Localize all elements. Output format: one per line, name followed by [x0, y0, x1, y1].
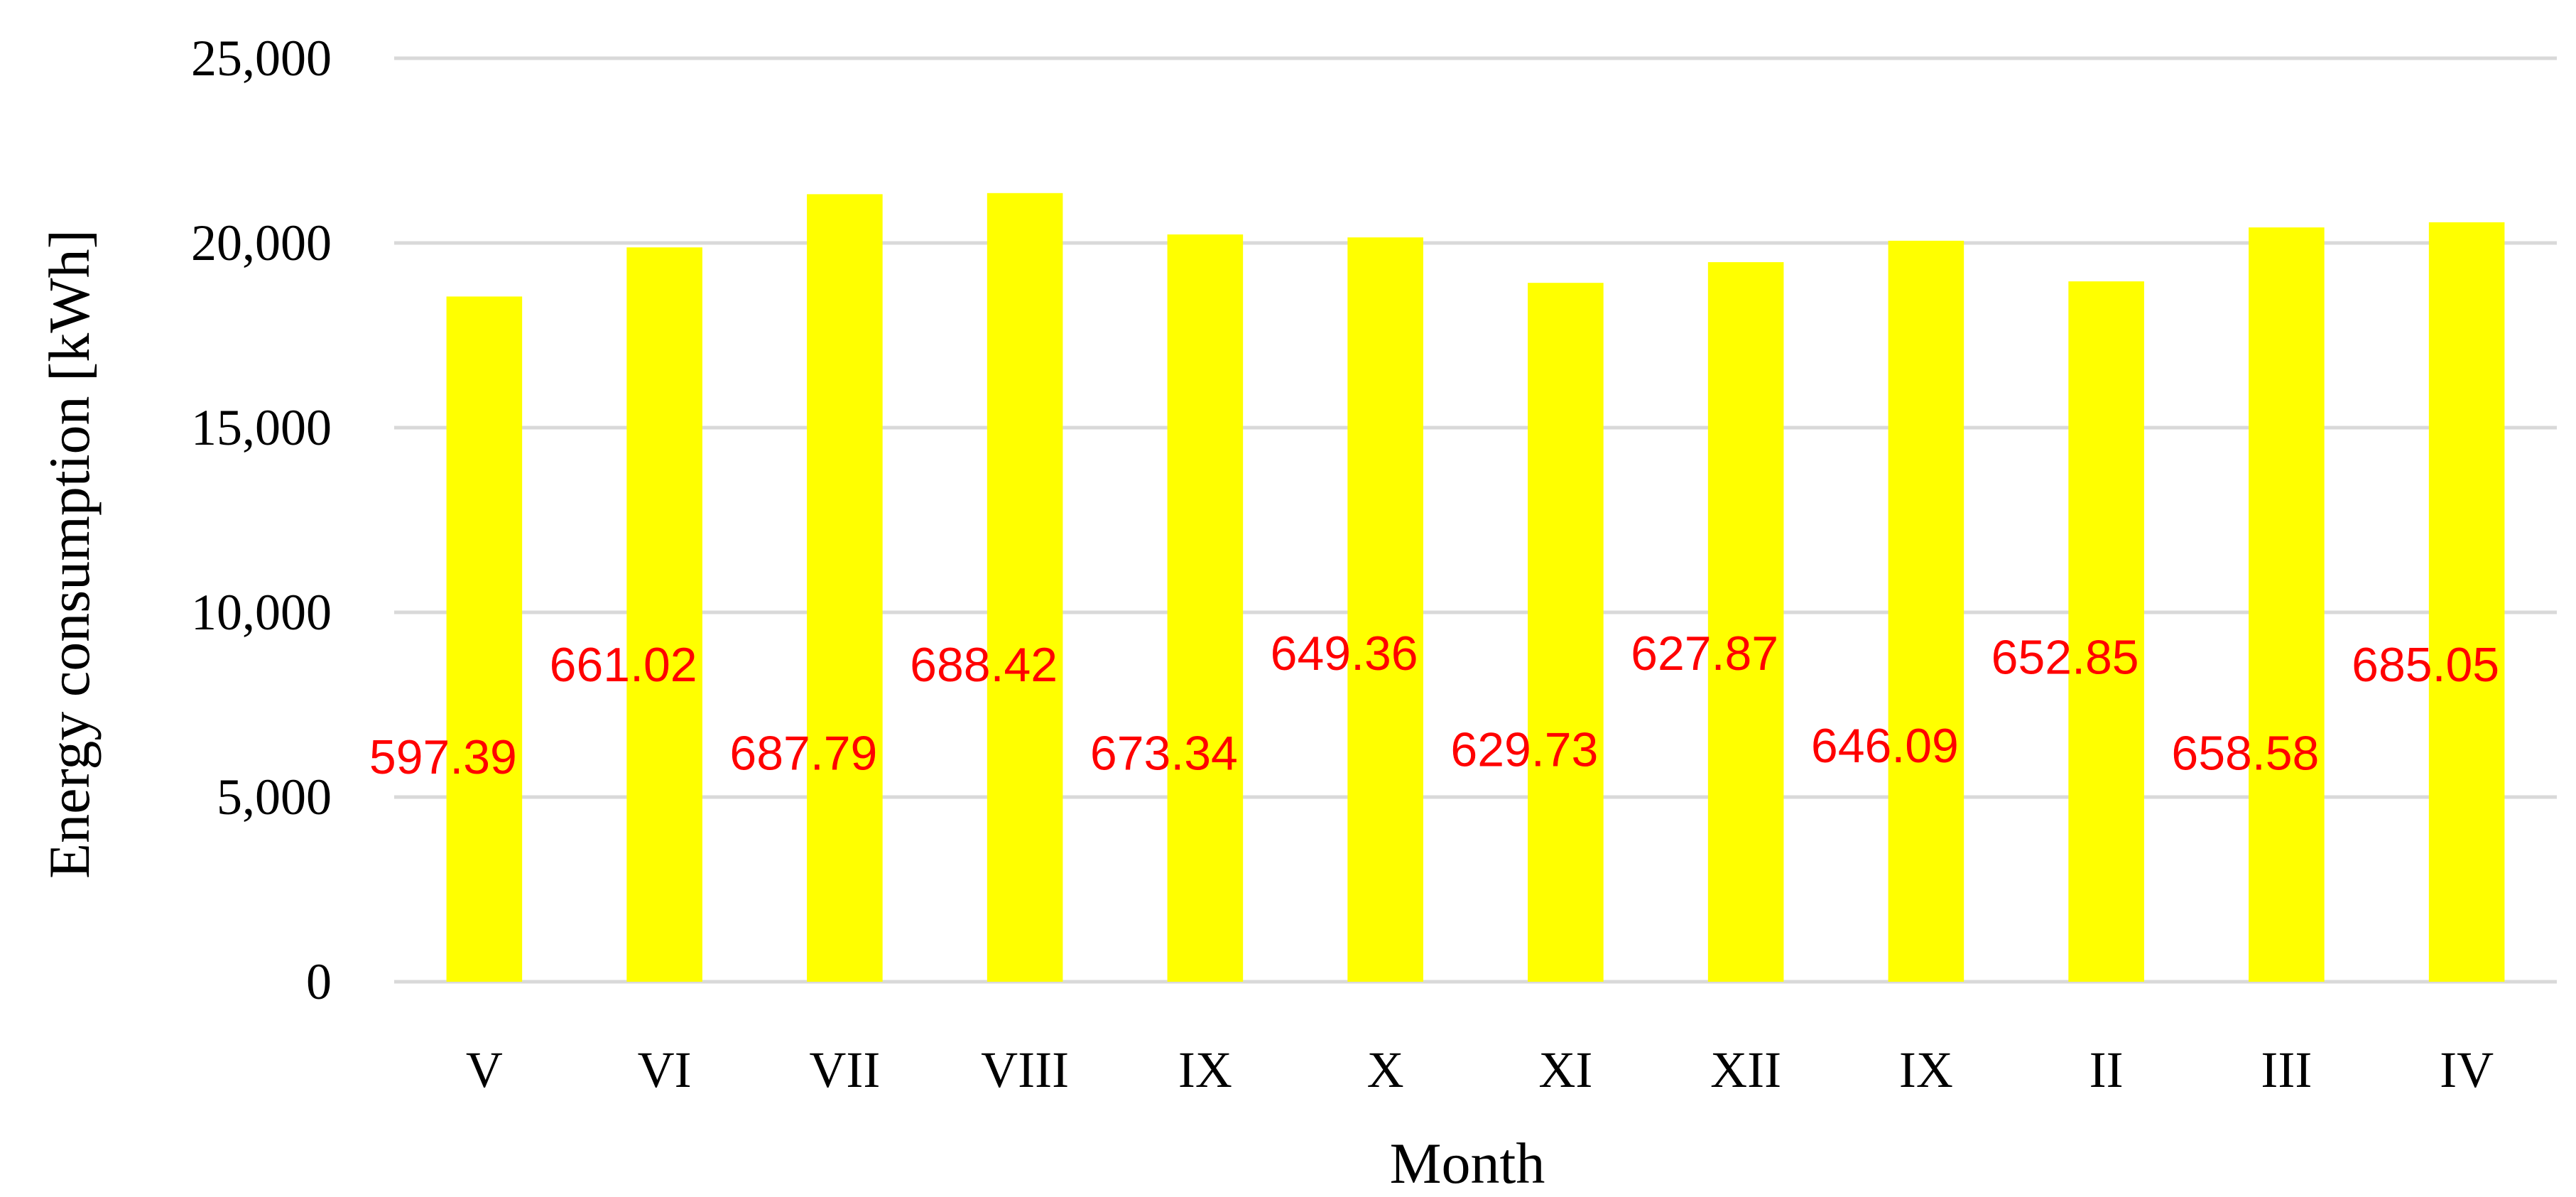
data-label: 687.79 — [729, 727, 877, 781]
data-label: 627.87 — [1631, 627, 1778, 681]
bar — [2428, 222, 2505, 982]
bar — [1888, 240, 1964, 982]
x-axis-title: Month — [1390, 1131, 1545, 1196]
bar — [446, 296, 523, 982]
gridlines — [394, 56, 2557, 984]
x-tick-label: IV — [2440, 1041, 2494, 1098]
data-labels: 597.39 661.02 687.79 688.42 673.34 649.36 629.… — [369, 627, 2499, 784]
x-tick-label: V — [466, 1041, 503, 1098]
data-label: 652.85 — [1991, 630, 2139, 684]
data-label: 629.73 — [1450, 722, 1598, 776]
data-label: 688.42 — [910, 638, 1058, 692]
y-tick-label: 15,000 — [191, 399, 332, 456]
y-tick-label: 5,000 — [217, 769, 332, 825]
bar — [1528, 283, 1604, 982]
x-tick-label: VII — [809, 1041, 880, 1098]
x-tick-label: IX — [1178, 1041, 1232, 1098]
y-tick-label: 0 — [306, 953, 332, 1010]
data-label: 673.34 — [1090, 727, 1238, 781]
y-tick-label: 10,000 — [191, 584, 332, 641]
x-tick-label: VI — [638, 1041, 692, 1098]
bar — [2249, 227, 2325, 982]
x-tick-label: IX — [1899, 1041, 1953, 1098]
bars — [446, 193, 2505, 982]
x-tick-label: XI — [1538, 1041, 1592, 1098]
y-axis-tick-labels: 0 5,000 10,000 15,000 20,000 25,000 — [191, 30, 332, 1010]
bar — [626, 247, 702, 982]
data-label: 646.09 — [1811, 719, 1959, 773]
y-tick-label: 20,000 — [191, 215, 332, 271]
data-label: 649.36 — [1271, 627, 1418, 681]
x-tick-label: III — [2261, 1041, 2312, 1098]
x-tick-label: II — [2089, 1041, 2124, 1098]
bar — [2068, 281, 2144, 982]
x-tick-label: VIII — [981, 1041, 1069, 1098]
bar — [807, 194, 883, 982]
bar — [1707, 262, 1784, 982]
x-axis-tick-labels: V VI VII VIII IX X XI XII IX II III IV — [466, 1041, 2494, 1098]
bar — [1167, 234, 1244, 982]
bar — [1347, 237, 1423, 982]
bar — [987, 193, 1063, 982]
data-label: 685.05 — [2352, 638, 2499, 692]
data-label: 658.58 — [2171, 727, 2319, 781]
data-label: 597.39 — [369, 730, 517, 784]
y-axis-title: Energy consumption [kWh] — [37, 229, 102, 879]
x-tick-label: XII — [1710, 1041, 1781, 1098]
x-tick-label: X — [1367, 1041, 1404, 1098]
y-tick-label: 25,000 — [191, 30, 332, 87]
data-label: 661.02 — [550, 638, 697, 692]
